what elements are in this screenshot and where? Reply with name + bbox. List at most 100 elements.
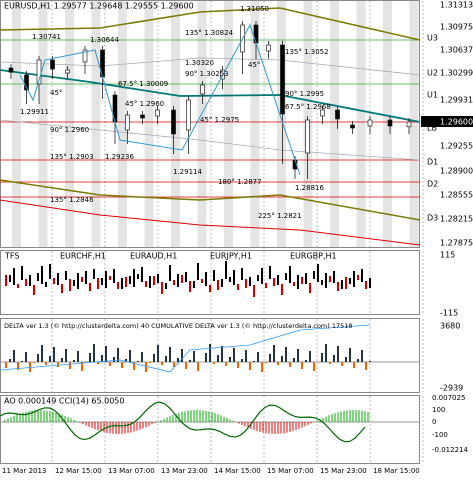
delta-bar xyxy=(289,362,291,367)
time-label: 18 Mar 15:00 xyxy=(373,467,420,475)
zigzag xyxy=(19,23,301,176)
delta-bar xyxy=(181,349,183,362)
band-label: D3 xyxy=(427,214,438,223)
delta-bar xyxy=(233,348,235,362)
delta-bar xyxy=(121,362,123,368)
delta-bar xyxy=(105,346,107,362)
cumulative-delta xyxy=(0,324,371,373)
tfs-bar xyxy=(365,281,367,289)
band-line xyxy=(0,179,421,221)
main-panel xyxy=(0,0,420,248)
tfs-bar xyxy=(257,275,259,281)
candle xyxy=(155,109,160,117)
annotation: 1.28816 xyxy=(295,184,324,192)
delta-bar xyxy=(333,355,335,362)
session-stripe xyxy=(277,1,286,247)
delta-bar xyxy=(13,350,15,362)
tfs-bar xyxy=(305,273,307,284)
delta-bar xyxy=(185,362,187,369)
tfs-bar xyxy=(321,280,323,285)
delta-bar xyxy=(225,362,227,366)
band-label: U2 xyxy=(427,69,438,78)
delta-bar xyxy=(157,345,159,362)
tfs-bar xyxy=(33,285,35,295)
delta-bar xyxy=(313,362,315,371)
band-label: U1 xyxy=(427,91,438,100)
delta-bar xyxy=(45,362,47,365)
delta-bar xyxy=(5,362,7,368)
tfs-bar xyxy=(173,280,175,285)
session-stripe xyxy=(118,1,127,247)
current-price-box xyxy=(421,116,473,127)
tfs-bar xyxy=(149,276,151,288)
tfs-bar xyxy=(101,278,103,285)
tfs-bar xyxy=(105,271,107,288)
delta-bar xyxy=(309,351,311,362)
tfs-bar xyxy=(229,277,231,282)
price-label: 1.28900 xyxy=(440,167,473,176)
candle xyxy=(171,109,176,135)
tfs-bar xyxy=(233,270,235,285)
delta-bar xyxy=(217,355,219,362)
tfs-bar xyxy=(205,272,207,286)
delta-bar xyxy=(205,353,207,362)
tfs-symbol: EURGBP,H1 xyxy=(290,252,337,261)
annotation: 45° 1.2975 xyxy=(200,116,239,124)
tfs-bar xyxy=(169,265,171,281)
price-label: 1.31313 xyxy=(440,1,473,10)
tfs-bar xyxy=(41,266,43,284)
axis-label: 0 xyxy=(432,418,436,426)
tfs-bar xyxy=(89,283,91,291)
tfs-bar xyxy=(145,281,147,287)
axis-label: 100 xyxy=(432,406,445,414)
tfs-bar xyxy=(29,275,31,286)
tfs-bar xyxy=(113,269,115,283)
delta-bar xyxy=(337,346,339,362)
band-line xyxy=(0,119,421,161)
axis-label: 115 xyxy=(440,251,455,260)
annotation: 1.30320 xyxy=(185,59,214,67)
delta-bar xyxy=(261,362,263,372)
tfs-bar xyxy=(125,277,127,287)
candle xyxy=(125,114,130,131)
delta-bar xyxy=(253,361,255,362)
time-label: 11 Mar 2013 xyxy=(2,467,46,475)
annotation: 1.29114 xyxy=(173,168,202,176)
tfs-bar xyxy=(13,268,15,285)
delta-bar xyxy=(161,362,163,365)
session-stripe xyxy=(91,1,101,247)
session-stripe xyxy=(224,1,233,247)
candle xyxy=(305,119,310,154)
delta-bar xyxy=(325,344,327,362)
annotation: 45° xyxy=(50,89,62,97)
delta-bar xyxy=(369,361,371,362)
candle xyxy=(406,121,412,128)
axis-label: -100 xyxy=(432,431,448,439)
annotation: 1.29236 xyxy=(105,153,134,161)
session-stripe xyxy=(330,1,339,247)
price-label: 1.29255 xyxy=(440,142,473,151)
time-label: 13 Mar 07:00 xyxy=(108,467,155,475)
tfs-bar xyxy=(61,284,63,293)
delta-bar xyxy=(277,362,279,365)
delta-bar xyxy=(197,362,199,371)
delta-bar xyxy=(17,362,19,370)
annotation: 90° 1.2960 xyxy=(50,126,89,134)
tfs-bar xyxy=(73,280,75,286)
tfs-bar xyxy=(201,279,203,283)
tfs-bar xyxy=(121,278,123,289)
candle xyxy=(65,69,70,74)
delta-bar xyxy=(281,356,283,362)
tfs-bar xyxy=(213,270,215,281)
time-label: 13 Mar 23:00 xyxy=(161,467,208,475)
candle xyxy=(24,74,29,91)
tfs-bar xyxy=(49,264,51,279)
annotation: 135° 1.2846 xyxy=(50,196,94,204)
delta-bar xyxy=(33,362,35,363)
tfs-bar xyxy=(193,281,195,288)
tfs-bar xyxy=(245,279,247,288)
candle xyxy=(140,114,145,119)
tfs-bar xyxy=(153,276,155,285)
price-label: 1.29931 xyxy=(440,96,473,105)
band-line xyxy=(0,199,421,246)
